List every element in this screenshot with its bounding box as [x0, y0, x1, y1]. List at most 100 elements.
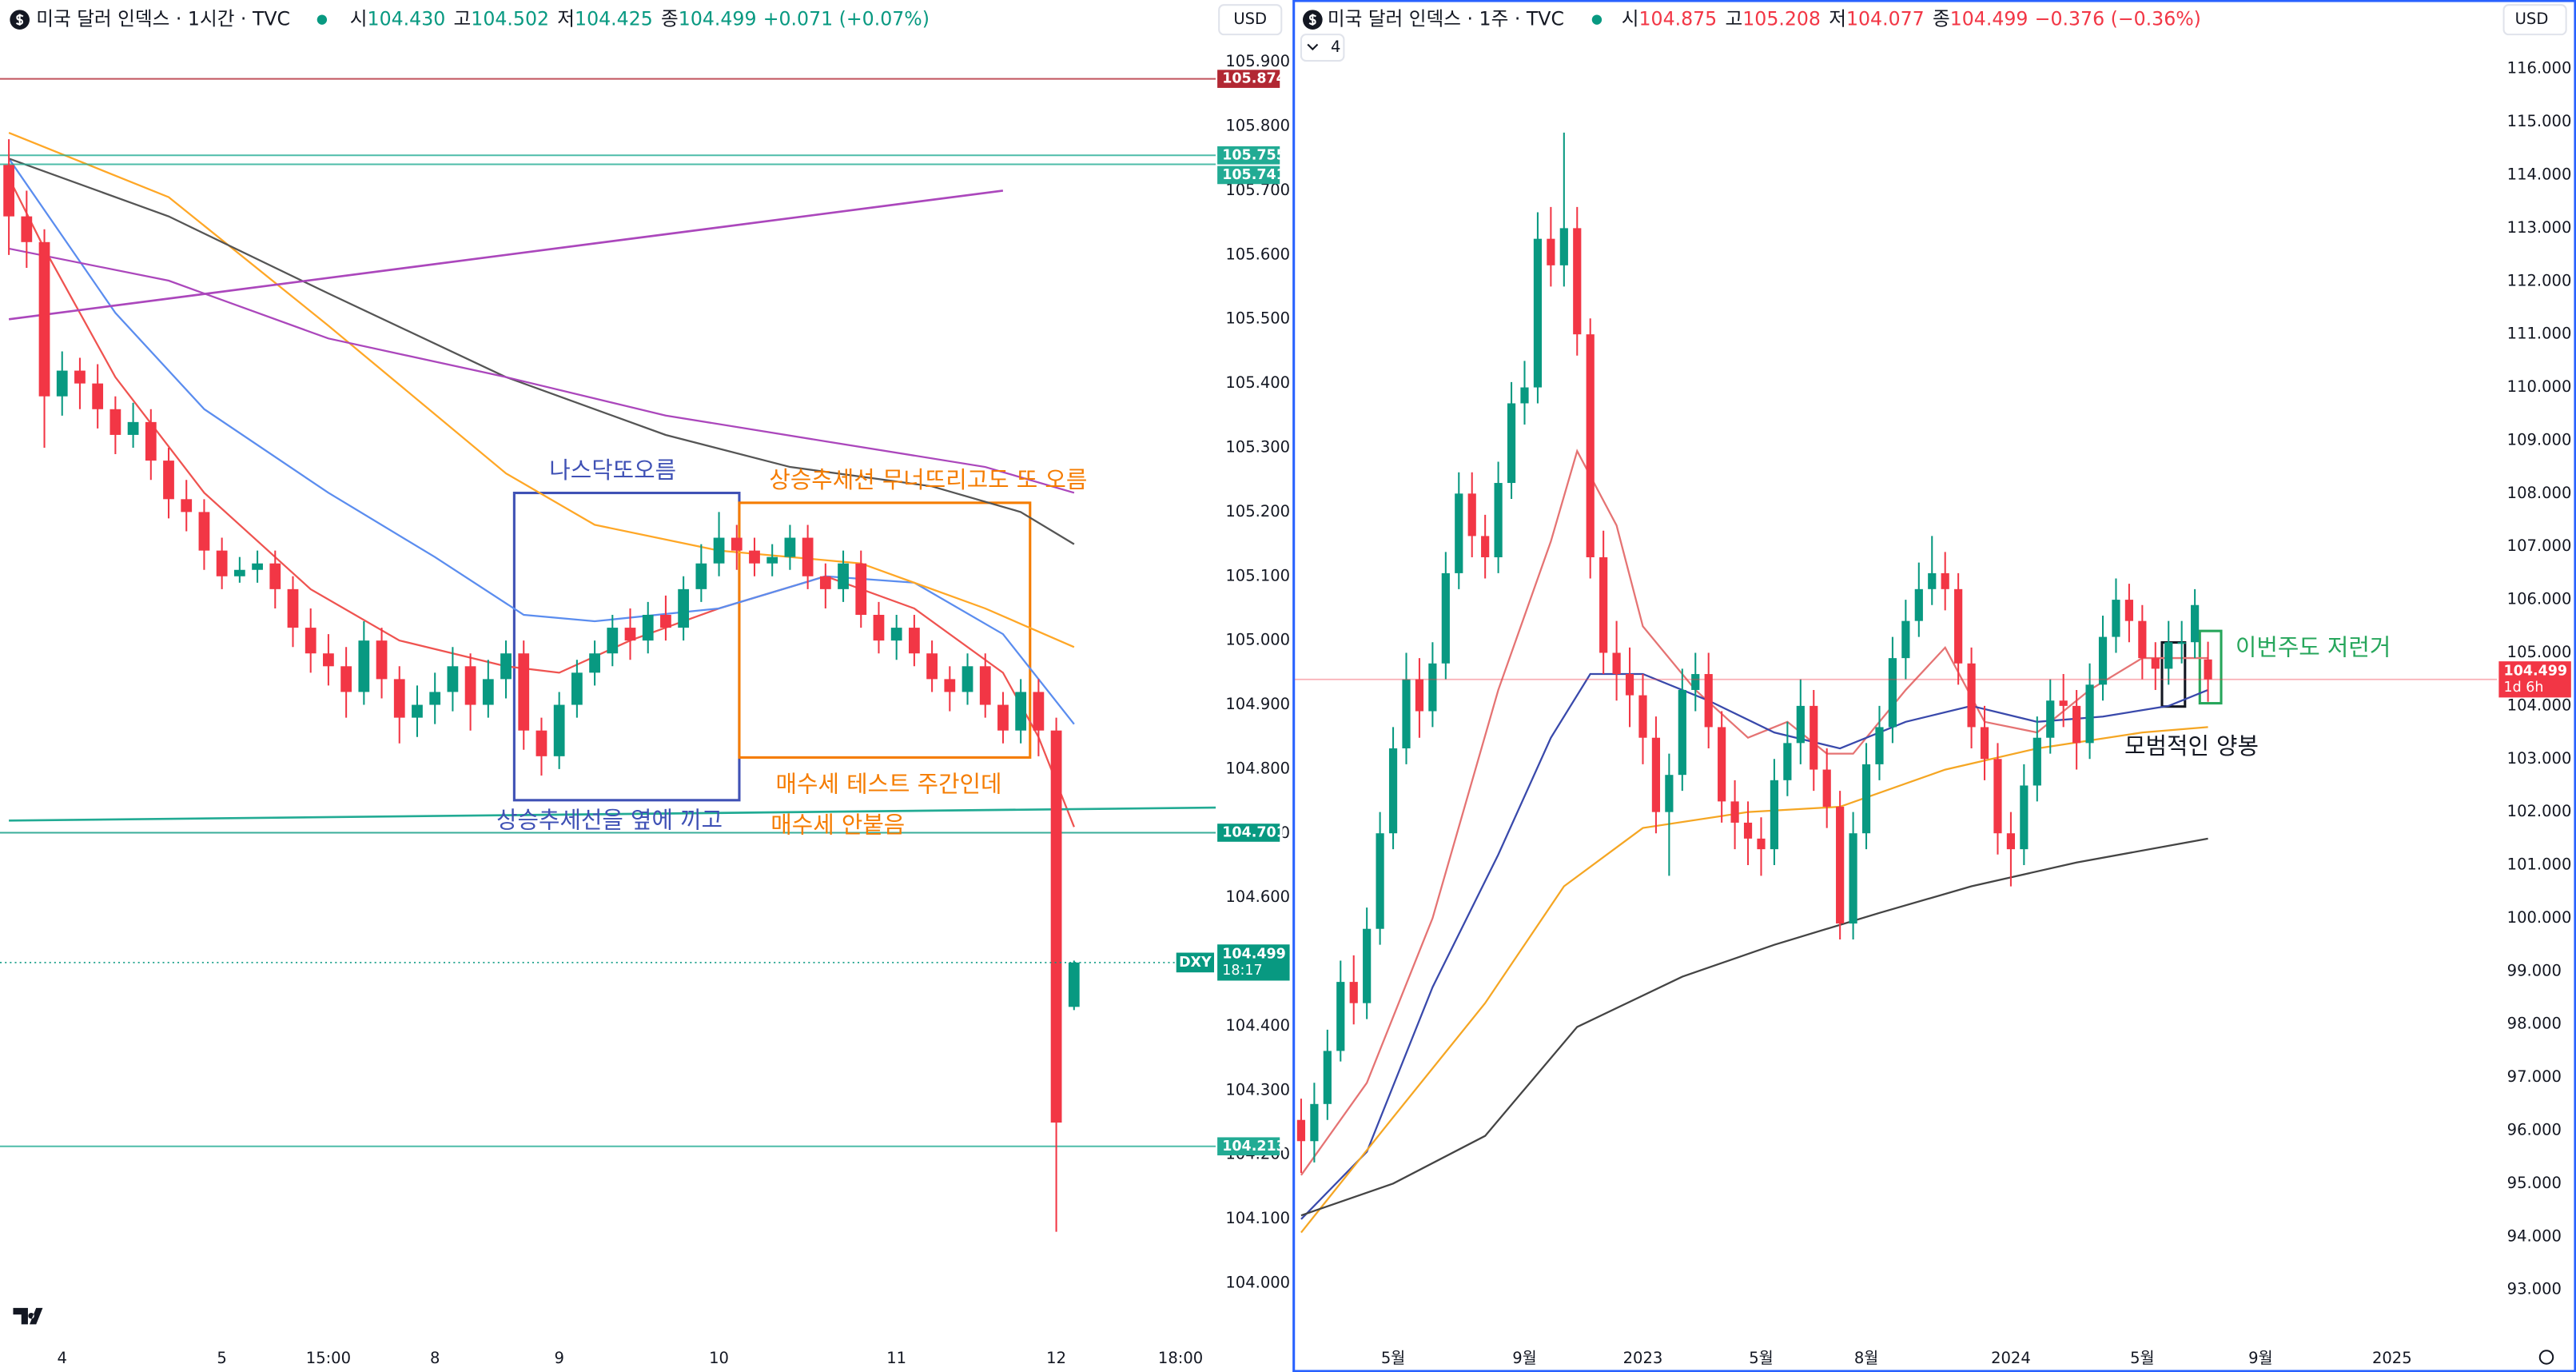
x-tick-label: 2023 [1623, 1349, 1663, 1367]
candle-body [1967, 663, 1976, 728]
candle-body [838, 563, 849, 589]
indicators-toggle[interactable] [1300, 34, 1345, 62]
annotation-text[interactable]: 이번주도 저런거 [2236, 634, 2391, 661]
x-tick-label: 8월 [1854, 1349, 1878, 1367]
candle-body [2124, 600, 2134, 621]
y-tick-label: 109.000 [2507, 430, 2572, 449]
quote-change: −0.376 (−0.36%) [2035, 7, 2201, 30]
candle-body [979, 666, 991, 705]
x-tick-label: 9월 [1512, 1349, 1536, 1367]
currency-button[interactable] [2502, 4, 2567, 36]
moving-average [8, 158, 1075, 725]
annotation-text[interactable]: 매수세 테스트 주간인데 [776, 770, 1002, 797]
y-tick-label: 104.300 [1225, 1080, 1290, 1099]
moving-average [8, 177, 1075, 828]
candle-body [1415, 679, 1424, 712]
y-tick-label: 98.000 [2507, 1015, 2562, 1033]
x-tick-label: 5 [217, 1349, 226, 1367]
countdown: 18:17 [1222, 963, 1262, 979]
quote-value: 104.499 [1950, 7, 2029, 30]
drawing-rectangle[interactable] [738, 501, 1032, 759]
quote-value: 104.502 [471, 7, 549, 30]
chevron [1307, 43, 1319, 51]
symbol-title[interactable]: 미국 달러 인덱스 · 1주 · TVC [1328, 7, 1564, 30]
candle-body [589, 653, 600, 673]
candle-body [233, 569, 245, 576]
drawing-rectangle[interactable] [2160, 640, 2187, 708]
candle-body [2138, 620, 2147, 659]
x-tick-label: 10 [709, 1349, 729, 1367]
y-tick-label: 105.500 [1225, 309, 1290, 328]
candle-body [74, 370, 86, 384]
y-tick-label: 99.000 [2507, 961, 2562, 979]
candle-body [1810, 705, 1818, 770]
quote-value: 104.499 [679, 7, 757, 30]
candle-body [1625, 674, 1634, 696]
candle-body [376, 640, 388, 680]
annotation-text[interactable]: 상승추세선을 옆에 끼고 [496, 807, 723, 834]
candle-body [1441, 572, 1450, 664]
candle-body [713, 537, 725, 564]
candle-body [1349, 982, 1358, 1003]
y-tick-label: 105.700 [1225, 181, 1290, 199]
candle-body [198, 512, 210, 551]
candle-body [1467, 493, 1476, 536]
level-label: 105.741 [1222, 167, 1286, 183]
candle-body [873, 615, 885, 641]
candle-body [1494, 483, 1503, 557]
candle-body [323, 653, 334, 667]
annotation-text[interactable]: 나스닥또오름 [549, 457, 676, 484]
quote-label: 고 [1726, 7, 1743, 30]
candle-body [1822, 769, 1831, 808]
candle-body [1941, 572, 1949, 589]
x-tick-label: 9월 [2248, 1349, 2272, 1367]
candle-body [962, 666, 973, 692]
x-tick-label: 5월 [1749, 1349, 1773, 1367]
candle-body [1455, 493, 1463, 573]
level-label-bg [1217, 1137, 1280, 1156]
y-tick-label: 107.000 [2507, 536, 2572, 555]
level-label: 104.701 [1222, 824, 1286, 840]
candle-body [518, 653, 530, 731]
annotation-text[interactable]: 모범적인 양봉 [2124, 732, 2259, 760]
candle-body [447, 666, 459, 692]
drawing-rectangle[interactable] [2198, 629, 2223, 705]
x-tick-label: 11 [886, 1349, 906, 1367]
candle-body [1388, 748, 1398, 834]
annotation-text[interactable]: 상승추세선 무너뜨리고도 또 오름 [769, 466, 1087, 493]
price-pane [0, 78, 1216, 1232]
legend: 미국 달러 인덱스 · 1주 · TVC 시104.875 고105.208 저104… [1328, 7, 2201, 30]
currency: USD [1233, 10, 1267, 28]
settings-button[interactable] [2538, 1350, 2554, 1365]
candle-body [819, 576, 831, 589]
symbol-icon-glyph [1308, 14, 1317, 26]
symbol-title[interactable]: 미국 달러 인덱스 · 1시간 · TVC [36, 7, 290, 30]
currency-button[interactable] [1218, 4, 1283, 36]
y-tick-label: 112.000 [2507, 271, 2572, 289]
candle-body [1914, 588, 1923, 621]
y-tick-label: 110.000 [2507, 377, 2572, 396]
quote-value: 105.208 [1742, 7, 1821, 30]
candle-body [1888, 658, 1897, 728]
candle-body [2033, 737, 2041, 786]
candle-body [1599, 556, 1608, 653]
candle-body [38, 241, 50, 397]
candle-body [1718, 727, 1726, 802]
candle-body [2164, 642, 2173, 669]
active-pane-border [1292, 0, 2576, 1372]
candle-body [784, 537, 796, 557]
tradingview-logo[interactable] [13, 1307, 43, 1325]
candle-body [1796, 705, 1805, 744]
moving-average [1300, 672, 2208, 1220]
candle-body [1520, 387, 1529, 404]
x-tick-label: 2025 [2372, 1349, 2412, 1367]
candle-body [1678, 689, 1686, 776]
candle-body [393, 679, 405, 718]
x-tick-label: 18:00 [1158, 1349, 1203, 1367]
y-tick-label: 94.000 [2507, 1226, 2562, 1245]
annotation-text[interactable]: 매수세 안붙음 [770, 812, 905, 839]
price-axis: 116.000 115.000 114.000 113.000 112.000 111.0… [2498, 59, 2571, 1298]
candle-body [1783, 743, 1792, 780]
x-tick-label: 4 [58, 1349, 67, 1367]
